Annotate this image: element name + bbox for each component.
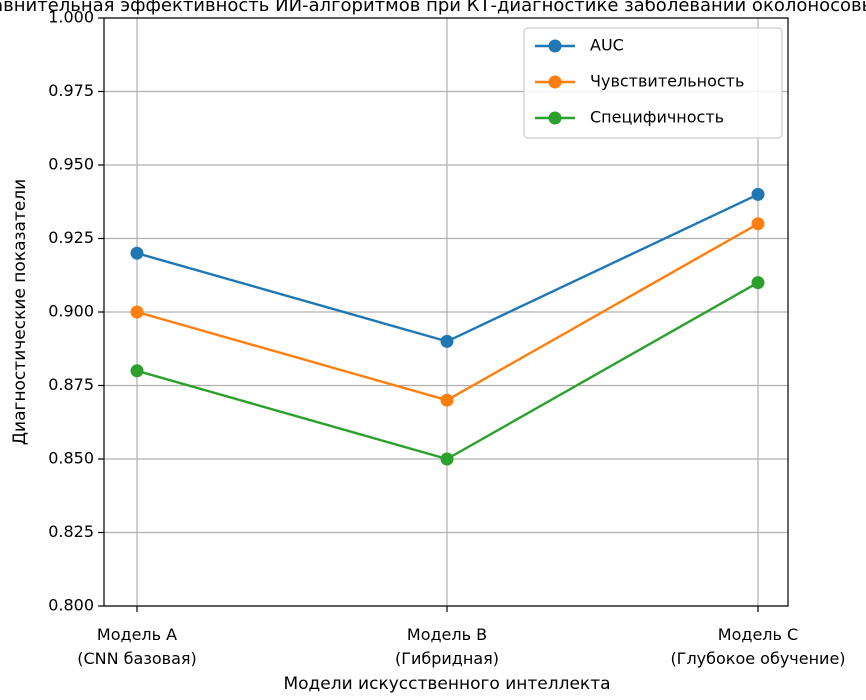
- y-axis-label: Диагностические показатели: [10, 179, 30, 445]
- x-tick-label: (CNN базовая): [77, 649, 197, 668]
- y-axis: 0.800 0.825 0.850 0.875 0.900 0.925 0.950 0.975…: [48, 8, 104, 615]
- x-tick-label: (Глубокое обучение): [670, 649, 845, 668]
- y-tick-label: 0.950: [48, 155, 94, 174]
- x-tick-label: Модель A: [97, 625, 177, 644]
- legend-swatch-marker: [548, 39, 562, 53]
- x-tick-label: Модель B: [407, 625, 487, 644]
- legend-swatch-marker: [548, 111, 562, 125]
- series-layer: [130, 187, 765, 466]
- data-point: [751, 217, 765, 231]
- y-tick-label: 0.925: [48, 228, 94, 247]
- x-axis: Модель A (CNN базовая) Модель B (Гибридная)…: [77, 606, 846, 668]
- y-tick-label: 0.825: [48, 522, 94, 541]
- data-point: [130, 246, 144, 260]
- x-tick-label: Модель C: [718, 625, 798, 644]
- x-tick-label: (Гибридная): [395, 649, 499, 668]
- y-tick-label: 0.800: [48, 596, 94, 615]
- data-point: [440, 393, 454, 407]
- data-point: [440, 334, 454, 348]
- y-tick-label: 0.975: [48, 81, 94, 100]
- legend-label: Чувствительность: [590, 72, 744, 91]
- data-point: [751, 187, 765, 201]
- legend: AUC Чувствительность Специфичность: [523, 27, 783, 139]
- data-point: [751, 276, 765, 290]
- data-point: [440, 452, 454, 466]
- legend-label: AUC: [590, 36, 624, 55]
- y-tick-label: 1.000: [48, 8, 94, 27]
- data-point: [130, 364, 144, 378]
- y-tick-label: 0.900: [48, 302, 94, 321]
- legend-swatch-marker: [548, 75, 562, 89]
- x-axis-label: Модели искусственного интеллекта: [283, 674, 610, 694]
- legend-label: Специфичность: [590, 108, 724, 127]
- legend-box: [523, 27, 783, 139]
- y-tick-label: 0.850: [48, 449, 94, 468]
- y-tick-label: 0.875: [48, 375, 94, 394]
- chart-title: Сравнительная эффективность ИИ-алгоритмо…: [0, 0, 866, 16]
- data-point: [130, 305, 144, 319]
